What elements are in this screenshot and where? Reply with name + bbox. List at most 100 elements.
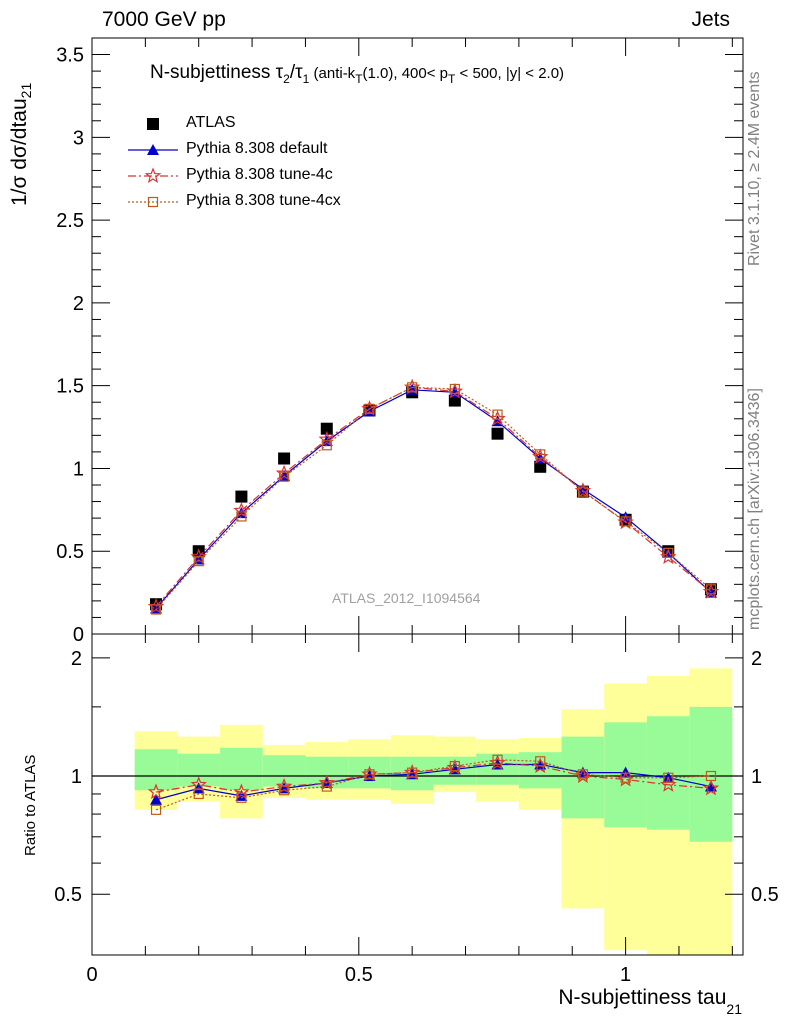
x-axis-label-sub: 21 xyxy=(726,1001,742,1017)
axis-ticks: 00.511.522.533.50 0.5 10.5 0.51 12 2 xyxy=(54,38,779,986)
legend-markers xyxy=(128,118,178,208)
main-ytick-label-2: 1 xyxy=(73,458,84,480)
main-point-tune4cx-8 xyxy=(492,409,503,420)
analysis-watermark: ATLAS_2012_I1094564 xyxy=(332,590,481,606)
band-inner-1 xyxy=(177,753,221,787)
series-layer xyxy=(147,378,720,815)
main-ytick-label-5: 2.5 xyxy=(56,210,84,232)
main-point-data-2 xyxy=(235,490,248,503)
ratio-uncertainty-bands xyxy=(134,668,733,955)
title-detail-sub2: T xyxy=(448,71,456,86)
ratio-point-tune4cx-9 xyxy=(535,756,546,767)
band-inner-0 xyxy=(134,749,178,791)
legend-entry-tune4cx: Pythia 8.308 tune-4cx xyxy=(186,192,341,209)
title-sub2: 1 xyxy=(302,71,310,86)
plot-title: N-subjettiness τ2/τ1 (anti-kT(1.0), 400<… xyxy=(150,62,564,86)
ratio-point-tune4cx-4 xyxy=(321,781,332,792)
rivet-version-label: Rivet 3.1.10, ≥ 2.4M events xyxy=(746,71,763,266)
y-axis-label-main-text: 1/σ dσ/dtau xyxy=(8,98,31,206)
main-point-tune4cx-12 xyxy=(663,547,674,558)
ratio-point-tune4c-1 xyxy=(190,776,207,792)
main-line-default xyxy=(155,389,712,609)
main-point-data-8 xyxy=(491,427,504,440)
ratio-point-tune4c-0 xyxy=(147,783,165,800)
ratio-ytick-label-left-0: 0.5 xyxy=(54,884,82,906)
ratio-point-tune4cx-1 xyxy=(193,788,204,800)
ratio-xtick-label-0: 0 xyxy=(86,964,97,986)
main-ytick-label-3: 1.5 xyxy=(56,376,84,398)
main-point-tune4cx-11 xyxy=(620,516,631,527)
ratio-line-default xyxy=(155,763,712,801)
ratio-point-tune4c-4 xyxy=(318,774,335,790)
ratio-frame xyxy=(91,633,744,956)
ratio-point-tune4cx-8 xyxy=(492,754,503,765)
header-process: Jets xyxy=(691,8,730,31)
legend-entry-tune4c: Pythia 8.308 tune-4c xyxy=(186,166,333,183)
main-point-data-3 xyxy=(278,452,291,465)
legend-marker-data xyxy=(147,118,159,130)
main-point-tune4cx-4 xyxy=(321,440,332,451)
ratio-ytick-label-right-2: 2 xyxy=(751,648,762,670)
title-sub1: 2 xyxy=(283,71,290,86)
ratio-point-tune4cx-2 xyxy=(236,792,247,803)
main-ytick-label-1: 0.5 xyxy=(56,541,84,563)
band-inner-2 xyxy=(220,747,263,791)
legend-entry-default: Pythia 8.308 default xyxy=(186,140,328,157)
main-point-tune4cx-9 xyxy=(535,449,546,460)
ratio-point-default-0 xyxy=(150,793,163,805)
y-axis-label-main: 1/σ dσ/dtau21 xyxy=(8,83,34,206)
ratio-point-tune4cx-6 xyxy=(407,767,418,778)
band-inner-3 xyxy=(262,755,306,787)
title-main: N-subjettiness τ xyxy=(150,62,284,83)
main-point-tune4cx-7 xyxy=(449,383,460,395)
main-point-data-9 xyxy=(534,460,547,473)
x-axis-label: N-subjettiness tau21 xyxy=(558,986,742,1017)
band-inner-13 xyxy=(689,706,733,842)
main-point-tune4cx-5 xyxy=(364,403,375,414)
ratio-xtick-label-2: 1 xyxy=(620,964,631,986)
ratio-point-default-7 xyxy=(448,763,461,775)
ratio-point-tune4cx-12 xyxy=(663,772,674,783)
main-point-tune4cx-13 xyxy=(705,584,717,595)
title-detail-sub: T xyxy=(355,71,363,86)
main-ytick-label-4: 2 xyxy=(73,293,84,315)
ratio-point-tune4cx-3 xyxy=(278,785,290,796)
header-energy: 7000 GeV pp xyxy=(102,8,226,31)
title-detail-b: (1.0), 400< p xyxy=(362,65,449,82)
main-point-tune4cx-0 xyxy=(150,604,162,615)
x-axis-label-text: N-subjettiness tau xyxy=(558,986,727,1009)
ratio-point-tune4cx-13 xyxy=(705,770,717,782)
mcplots-label: mcplots.cern.ch [arXiv:1306.3436] xyxy=(746,388,763,630)
ratio-ytick-label-left-1: 1 xyxy=(71,766,82,788)
main-point-default-9 xyxy=(534,452,547,464)
legend-marker-tune4c xyxy=(144,167,162,184)
ratio-point-tune4c-2 xyxy=(233,783,250,800)
main-point-data-7 xyxy=(448,394,461,407)
ratio-ytick-label-right-1: 1 xyxy=(751,766,762,788)
title-detail-a: (anti-k xyxy=(309,65,356,82)
ratio-ytick-label-right-0: 0.5 xyxy=(751,884,779,906)
ratio-point-tune4cx-5 xyxy=(364,769,375,780)
main-point-tune4cx-2 xyxy=(236,511,247,522)
main-ytick-label-6: 3 xyxy=(73,127,84,149)
legend-marker-tune4cx xyxy=(147,196,159,208)
ratio-point-tune4cx-0 xyxy=(150,804,162,815)
y-axis-label-main-sub: 21 xyxy=(18,82,35,99)
main-ytick-label-7: 3.5 xyxy=(56,45,84,67)
main-point-tune4c-2 xyxy=(233,502,250,518)
main-point-tune4cx-10 xyxy=(577,486,589,497)
y-axis-label-ratio: Ratio to ATLAS xyxy=(22,754,39,856)
main-point-tune4c-4 xyxy=(318,430,335,447)
ratio-xtick-label-1: 0.5 xyxy=(345,964,373,986)
ratio-point-tune4cx-7 xyxy=(449,760,460,772)
main-ytick-label-0: 0 xyxy=(73,624,84,646)
ratio-point-tune4cx-11 xyxy=(620,772,631,783)
main-point-default-0 xyxy=(150,602,163,614)
main-line-tune4cx xyxy=(155,386,712,610)
ratio-point-tune4cx-10 xyxy=(577,769,589,780)
ratio-point-tune4c-13 xyxy=(702,779,720,796)
ratio-line-tune4c xyxy=(155,762,712,793)
legend-entry-atlas: ATLAS xyxy=(186,114,236,131)
title-detail-c: < 500, |y| < 2.0) xyxy=(455,65,565,82)
